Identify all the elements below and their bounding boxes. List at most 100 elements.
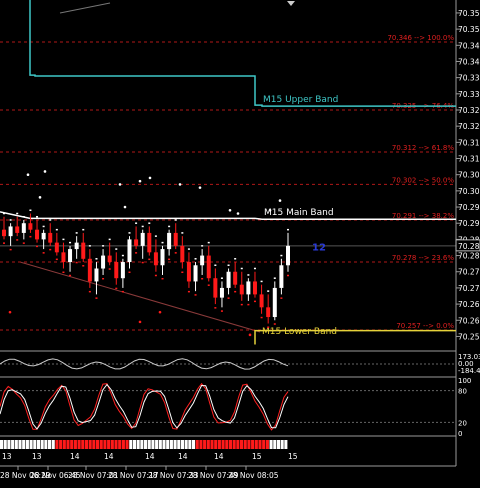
candle-body [35, 229, 40, 240]
indicator-dot-low [75, 261, 78, 264]
cci-axis-label: 0.00 [458, 360, 474, 368]
indicator-dot-high [273, 277, 276, 279]
histogram-bar [188, 440, 192, 449]
price-tick-label: 70.295 [458, 203, 480, 212]
histogram-bar [103, 440, 107, 449]
cci-line [0, 358, 289, 370]
price-tick-label: 70.280 [458, 252, 480, 261]
histogram-bar [107, 440, 111, 449]
indicator-dot-high [55, 228, 58, 231]
indicator-dot-white [148, 176, 152, 180]
stoch-axis-label: 20 [458, 419, 467, 427]
histogram-bar [132, 440, 137, 449]
indicator-dot-low [161, 277, 164, 280]
histogram-bar [169, 440, 173, 449]
time-tick-label: 28 Nov 06:29 [0, 471, 51, 480]
indicator-dot-high [75, 232, 78, 234]
indicator-dot-low [187, 290, 190, 293]
indicator-dot-low [108, 268, 111, 270]
indicator-dot-high [95, 258, 98, 260]
indicator-dot-low [115, 287, 118, 290]
indicator-dot-low [121, 290, 124, 293]
indicator-dot-low [220, 310, 223, 312]
indicator-dot-low [135, 252, 138, 254]
candle-body [186, 262, 191, 282]
histogram-bar [232, 440, 236, 449]
shift-marker-icon[interactable] [287, 1, 295, 6]
indicator-dot-high [214, 264, 217, 267]
histogram-bar [251, 440, 255, 449]
fib-level-label: 70.302 --> 50.0% [392, 176, 454, 184]
histogram-bar [99, 440, 103, 449]
stochastic-pane: 100 80 20 0 [0, 377, 471, 438]
histogram-bar [214, 440, 218, 449]
price-tick-label: 70.260 [458, 316, 480, 325]
candle-body [153, 252, 158, 266]
price-tick-label: 70.305 [458, 171, 480, 180]
stoch-signal-line [0, 383, 289, 430]
histogram-bar [44, 440, 48, 449]
histogram-bar [51, 440, 55, 449]
main-band-line [0, 211, 456, 221]
histogram-bar [55, 440, 59, 449]
indicator-dot-high [62, 238, 65, 241]
time-tick-label: 28 Nov 07:01 [68, 471, 119, 480]
candle-body [8, 226, 13, 237]
indicator-dot-white [178, 183, 182, 186]
candle-body [101, 255, 106, 269]
price-tick-label: 70.340 [458, 57, 480, 66]
candle-body [74, 242, 79, 250]
histogram-bar [184, 440, 188, 449]
candle-body [87, 258, 92, 282]
histogram-bar [284, 440, 288, 449]
price-tick-label: 70.335 [458, 74, 480, 83]
indicator-dot-high [247, 274, 250, 276]
hour-label: 14 [70, 452, 80, 461]
histogram-bar [155, 440, 159, 449]
indicator-dot-high [161, 241, 164, 244]
histogram-bar [258, 440, 262, 449]
histogram-bar [140, 440, 144, 449]
indicator-dot-white [278, 199, 282, 202]
indicator-dot-high [141, 225, 144, 228]
indicator-dot-high [108, 238, 111, 241]
current-price-box [455, 239, 480, 252]
candle-body [114, 262, 119, 279]
countdown-label: 12 [312, 243, 326, 254]
histogram-bar [36, 440, 41, 449]
candle-body [140, 232, 145, 246]
price-tick-label: 70.325 [458, 106, 480, 115]
hour-label: 14 [145, 452, 155, 461]
histogram-bar [84, 440, 89, 449]
indicator-dot-high [174, 219, 177, 221]
candle-body [127, 239, 132, 263]
price-tick-label: 70.355 [458, 9, 480, 18]
indicator-dot-low [49, 248, 52, 251]
hour-label: 14 [214, 452, 224, 461]
histogram-bar [240, 440, 244, 449]
indicator-dot-high [280, 254, 283, 257]
indicator-dot-red [138, 320, 142, 324]
candle-body [200, 255, 205, 266]
histogram-bar [125, 440, 129, 449]
price-tick-label: 70.350 [458, 25, 480, 34]
indicator-dot-white [228, 208, 232, 212]
price-tick-label: 70.330 [458, 90, 480, 99]
histogram-bar [14, 440, 18, 449]
candle-body [107, 255, 112, 263]
indicator-dot-high [16, 212, 19, 215]
histogram-bar [114, 440, 118, 449]
histogram-bar [3, 440, 7, 449]
indicator-dot-high [29, 209, 32, 212]
indicator-dot-low [234, 290, 237, 293]
indicator-dot-low [141, 261, 144, 264]
candle-body [279, 265, 284, 288]
indicator-dot-low [181, 271, 184, 274]
trendline-top[interactable] [59, 2, 111, 14]
indicator-dot-high [187, 248, 190, 250]
candle-body [15, 226, 20, 233]
trendline-lower[interactable] [19, 261, 261, 333]
histogram-bar [262, 440, 266, 449]
